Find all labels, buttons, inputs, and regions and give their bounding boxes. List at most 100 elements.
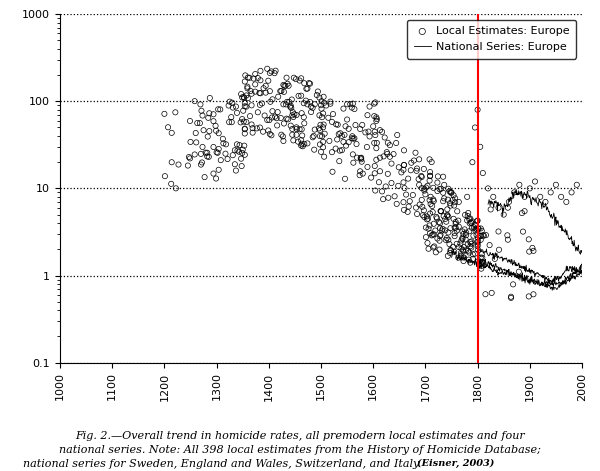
Local Estimates: Europe: (1.5e+03, 72.6): Europe: (1.5e+03, 72.6) xyxy=(318,110,328,117)
Local Estimates: Europe: (1.73e+03, 8.92): Europe: (1.73e+03, 8.92) xyxy=(439,189,448,196)
Local Estimates: Europe: (1.7e+03, 8.55): Europe: (1.7e+03, 8.55) xyxy=(421,191,430,198)
Local Estimates: Europe: (1.82e+03, 5.73): Europe: (1.82e+03, 5.73) xyxy=(486,206,496,213)
Local Estimates: Europe: (1.7e+03, 4.78): Europe: (1.7e+03, 4.78) xyxy=(422,212,432,220)
Local Estimates: Europe: (1.68e+03, 16.9): Europe: (1.68e+03, 16.9) xyxy=(412,165,422,172)
Local Estimates: Europe: (1.8e+03, 3.43): Europe: (1.8e+03, 3.43) xyxy=(472,225,481,233)
Local Estimates: Europe: (1.33e+03, 84.7): Europe: (1.33e+03, 84.7) xyxy=(228,104,238,111)
Local Estimates: Europe: (1.47e+03, 102): Europe: (1.47e+03, 102) xyxy=(301,97,311,105)
Local Estimates: Europe: (1.62e+03, 7.52): Europe: (1.62e+03, 7.52) xyxy=(379,195,388,203)
Local Estimates: Europe: (1.73e+03, 1.99): Europe: (1.73e+03, 1.99) xyxy=(434,246,444,253)
Local Estimates: Europe: (1.8e+03, 3.49): Europe: (1.8e+03, 3.49) xyxy=(473,225,483,232)
Local Estimates: Europe: (1.71e+03, 8.01): Europe: (1.71e+03, 8.01) xyxy=(426,193,436,201)
Local Estimates: Europe: (1.68e+03, 6.02): Europe: (1.68e+03, 6.02) xyxy=(411,204,421,211)
Local Estimates: Europe: (1.72e+03, 9.33): Europe: (1.72e+03, 9.33) xyxy=(433,187,442,195)
Local Estimates: Europe: (1.35e+03, 112): Europe: (1.35e+03, 112) xyxy=(239,93,248,101)
Local Estimates: Europe: (1.64e+03, 6.64): Europe: (1.64e+03, 6.64) xyxy=(392,200,401,208)
Local Estimates: Europe: (1.7e+03, 5.6): Europe: (1.7e+03, 5.6) xyxy=(419,207,428,214)
Local Estimates: Europe: (1.3e+03, 52.3): Europe: (1.3e+03, 52.3) xyxy=(211,122,220,130)
Local Estimates: Europe: (1.25e+03, 22.1): Europe: (1.25e+03, 22.1) xyxy=(185,154,195,162)
Local Estimates: Europe: (1.37e+03, 49.1): Europe: (1.37e+03, 49.1) xyxy=(248,124,257,132)
Local Estimates: Europe: (1.43e+03, 35): Europe: (1.43e+03, 35) xyxy=(278,137,288,145)
Local Estimates: Europe: (1.66e+03, 10.1): Europe: (1.66e+03, 10.1) xyxy=(400,184,409,192)
Local Estimates: Europe: (1.65e+03, 10.7): Europe: (1.65e+03, 10.7) xyxy=(394,182,403,190)
Local Estimates: Europe: (1.69e+03, 7.38): Europe: (1.69e+03, 7.38) xyxy=(417,196,427,203)
Local Estimates: Europe: (1.38e+03, 125): Europe: (1.38e+03, 125) xyxy=(254,89,264,97)
Local Estimates: Europe: (1.36e+03, 109): Europe: (1.36e+03, 109) xyxy=(243,94,253,102)
Local Estimates: Europe: (1.73e+03, 9.91): Europe: (1.73e+03, 9.91) xyxy=(436,185,446,193)
Local Estimates: Europe: (1.62e+03, 23.3): Europe: (1.62e+03, 23.3) xyxy=(379,153,388,160)
Local Estimates: Europe: (1.6e+03, 94): Europe: (1.6e+03, 94) xyxy=(370,100,379,107)
Local Estimates: Europe: (1.6e+03, 44.7): Europe: (1.6e+03, 44.7) xyxy=(370,128,380,136)
Local Estimates: Europe: (1.27e+03, 56.1): Europe: (1.27e+03, 56.1) xyxy=(195,119,205,127)
Local Estimates: Europe: (1.98e+03, 9): Europe: (1.98e+03, 9) xyxy=(567,188,577,196)
Local Estimates: Europe: (1.42e+03, 41.3): Europe: (1.42e+03, 41.3) xyxy=(277,131,286,138)
Local Estimates: Europe: (1.47e+03, 140): Europe: (1.47e+03, 140) xyxy=(302,85,312,92)
Local Estimates: Europe: (1.41e+03, 65.1): Europe: (1.41e+03, 65.1) xyxy=(267,114,277,121)
Local Estimates: Europe: (1.57e+03, 22.5): Europe: (1.57e+03, 22.5) xyxy=(352,154,362,162)
Local Estimates: Europe: (1.7e+03, 2.36): Europe: (1.7e+03, 2.36) xyxy=(422,239,432,247)
Local Estimates: Europe: (1.54e+03, 82.4): Europe: (1.54e+03, 82.4) xyxy=(338,105,348,113)
Local Estimates: Europe: (1.84e+03, 3.2): Europe: (1.84e+03, 3.2) xyxy=(494,227,503,235)
Local Estimates: Europe: (1.8e+03, 2.43): Europe: (1.8e+03, 2.43) xyxy=(472,238,482,246)
Local Estimates: Europe: (1.5e+03, 65.7): Europe: (1.5e+03, 65.7) xyxy=(317,114,327,121)
Local Estimates: Europe: (1.75e+03, 6.76): Europe: (1.75e+03, 6.76) xyxy=(445,199,455,207)
Local Estimates: Europe: (1.34e+03, 26.3): Europe: (1.34e+03, 26.3) xyxy=(234,148,244,155)
Local Estimates: Europe: (1.65e+03, 41): Europe: (1.65e+03, 41) xyxy=(392,131,402,139)
Local Estimates: Europe: (1.76e+03, 4.12): Europe: (1.76e+03, 4.12) xyxy=(451,218,460,226)
Local Estimates: Europe: (1.26e+03, 24.5): Europe: (1.26e+03, 24.5) xyxy=(190,151,199,158)
Local Estimates: Europe: (1.54e+03, 42.9): Europe: (1.54e+03, 42.9) xyxy=(335,130,345,137)
Local Estimates: Europe: (1.22e+03, 10): Europe: (1.22e+03, 10) xyxy=(171,185,181,192)
Local Estimates: Europe: (1.75e+03, 7.36): Europe: (1.75e+03, 7.36) xyxy=(448,196,457,204)
Local Estimates: Europe: (1.66e+03, 5.67): Europe: (1.66e+03, 5.67) xyxy=(399,206,409,214)
Local Estimates: Europe: (1.66e+03, 8.5): Europe: (1.66e+03, 8.5) xyxy=(401,191,411,198)
Local Estimates: Europe: (1.42e+03, 64.3): Europe: (1.42e+03, 64.3) xyxy=(276,114,286,122)
Local Estimates: Europe: (1.79e+03, 2.87): Europe: (1.79e+03, 2.87) xyxy=(469,232,478,239)
Local Estimates: Europe: (1.34e+03, 18.9): Europe: (1.34e+03, 18.9) xyxy=(230,161,239,168)
Local Estimates: Europe: (1.28e+03, 23.3): Europe: (1.28e+03, 23.3) xyxy=(202,153,212,160)
Local Estimates: Europe: (1.72e+03, 2.16): Europe: (1.72e+03, 2.16) xyxy=(430,243,439,250)
Local Estimates: Europe: (1.36e+03, 147): Europe: (1.36e+03, 147) xyxy=(242,83,252,90)
Local Estimates: Europe: (1.56e+03, 37.2): Europe: (1.56e+03, 37.2) xyxy=(349,135,358,142)
Local Estimates: Europe: (1.43e+03, 128): Europe: (1.43e+03, 128) xyxy=(279,88,289,96)
Text: national series. Note: All 398 local estimates from the History of Homicide Data: national series. Note: All 398 local est… xyxy=(59,445,541,455)
Local Estimates: Europe: (1.63e+03, 33.4): Europe: (1.63e+03, 33.4) xyxy=(383,139,392,146)
Local Estimates: Europe: (1.31e+03, 37.1): Europe: (1.31e+03, 37.1) xyxy=(218,135,227,143)
Local Estimates: Europe: (1.56e+03, 37.6): Europe: (1.56e+03, 37.6) xyxy=(347,135,356,142)
Local Estimates: Europe: (1.73e+03, 7.13): Europe: (1.73e+03, 7.13) xyxy=(439,197,448,205)
Local Estimates: Europe: (1.51e+03, 42.5): Europe: (1.51e+03, 42.5) xyxy=(320,130,329,138)
Local Estimates: Europe: (1.42e+03, 63.9): Europe: (1.42e+03, 63.9) xyxy=(272,114,281,122)
Local Estimates: Europe: (1.35e+03, 62.5): Europe: (1.35e+03, 62.5) xyxy=(238,115,247,123)
Local Estimates: Europe: (1.29e+03, 14.8): Europe: (1.29e+03, 14.8) xyxy=(209,170,218,177)
Local Estimates: Europe: (1.47e+03, 161): Europe: (1.47e+03, 161) xyxy=(299,80,309,87)
Local Estimates: Europe: (1.4e+03, 211): Europe: (1.4e+03, 211) xyxy=(265,69,275,77)
Local Estimates: Europe: (1.75e+03, 4.48): Europe: (1.75e+03, 4.48) xyxy=(449,215,458,223)
Local Estimates: Europe: (1.58e+03, 22.5): Europe: (1.58e+03, 22.5) xyxy=(356,154,366,162)
Local Estimates: Europe: (1.63e+03, 31.4): Europe: (1.63e+03, 31.4) xyxy=(385,141,395,149)
Local Estimates: Europe: (1.49e+03, 47.3): Europe: (1.49e+03, 47.3) xyxy=(310,126,320,133)
Local Estimates: Europe: (1.37e+03, 129): Europe: (1.37e+03, 129) xyxy=(250,88,260,96)
Local Estimates: Europe: (1.3e+03, 43): Europe: (1.3e+03, 43) xyxy=(214,130,223,137)
Local Estimates: Europe: (1.61e+03, 22.5): Europe: (1.61e+03, 22.5) xyxy=(375,154,385,162)
Local Estimates: Europe: (1.57e+03, 32.3): Europe: (1.57e+03, 32.3) xyxy=(352,140,361,148)
Local Estimates: Europe: (1.79e+03, 2.46): Europe: (1.79e+03, 2.46) xyxy=(467,238,476,245)
Local Estimates: Europe: (1.46e+03, 173): Europe: (1.46e+03, 173) xyxy=(295,77,304,84)
Local Estimates: Europe: (1.39e+03, 126): Europe: (1.39e+03, 126) xyxy=(261,89,271,97)
Local Estimates: Europe: (1.78e+03, 4.44): Europe: (1.78e+03, 4.44) xyxy=(464,215,474,223)
Local Estimates: Europe: (1.35e+03, 21.9): Europe: (1.35e+03, 21.9) xyxy=(236,155,246,162)
Local Estimates: Europe: (1.35e+03, 87.6): Europe: (1.35e+03, 87.6) xyxy=(240,103,250,110)
Local Estimates: Europe: (1.77e+03, 3.21): Europe: (1.77e+03, 3.21) xyxy=(458,227,467,235)
Local Estimates: Europe: (1.46e+03, 183): Europe: (1.46e+03, 183) xyxy=(296,74,306,82)
Local Estimates: Europe: (1.76e+03, 7.68): Europe: (1.76e+03, 7.68) xyxy=(451,195,460,202)
Local Estimates: Europe: (1.96e+03, 8): Europe: (1.96e+03, 8) xyxy=(556,193,566,201)
Local Estimates: Europe: (1.66e+03, 16.4): Europe: (1.66e+03, 16.4) xyxy=(398,166,408,173)
Local Estimates: Europe: (1.79e+03, 3.58): Europe: (1.79e+03, 3.58) xyxy=(469,224,479,231)
Local Estimates: Europe: (1.6e+03, 40.9): Europe: (1.6e+03, 40.9) xyxy=(370,131,380,139)
Local Estimates: Europe: (1.45e+03, 75.1): Europe: (1.45e+03, 75.1) xyxy=(288,108,298,116)
Local Estimates: Europe: (1.63e+03, 7.81): Europe: (1.63e+03, 7.81) xyxy=(383,194,393,202)
Local Estimates: Europe: (1.37e+03, 89.8): Europe: (1.37e+03, 89.8) xyxy=(247,102,256,109)
Local Estimates: Europe: (1.8e+03, 2.84): Europe: (1.8e+03, 2.84) xyxy=(475,232,485,240)
Local Estimates: Europe: (1.78e+03, 3.39): Europe: (1.78e+03, 3.39) xyxy=(460,226,469,233)
Local Estimates: Europe: (1.37e+03, 156): Europe: (1.37e+03, 156) xyxy=(250,81,260,88)
Local Estimates: Europe: (1.71e+03, 7.32): Europe: (1.71e+03, 7.32) xyxy=(425,196,434,204)
Local Estimates: Europe: (1.8e+03, 2.93): Europe: (1.8e+03, 2.93) xyxy=(472,231,481,239)
